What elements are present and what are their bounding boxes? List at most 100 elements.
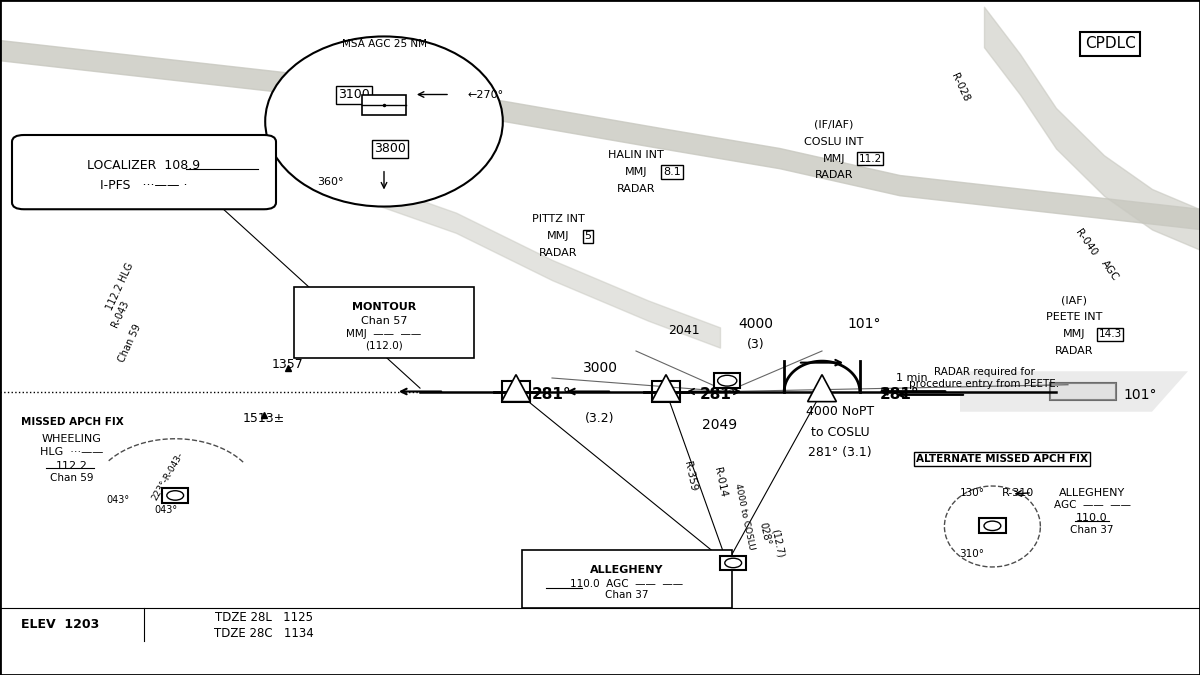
- Text: R-028: R-028: [949, 72, 971, 103]
- Text: MMJ: MMJ: [823, 154, 845, 163]
- Text: Chan 59: Chan 59: [116, 323, 143, 363]
- Circle shape: [984, 521, 1001, 531]
- Polygon shape: [502, 375, 530, 402]
- Text: 281°: 281°: [700, 387, 740, 402]
- Text: TDZE 28C   1134: TDZE 28C 1134: [214, 626, 314, 640]
- FancyBboxPatch shape: [362, 95, 406, 115]
- FancyBboxPatch shape: [714, 373, 740, 388]
- Text: MSA AGC 25 NM: MSA AGC 25 NM: [342, 39, 426, 49]
- Text: 281°: 281°: [532, 387, 572, 402]
- Text: RADAR: RADAR: [815, 171, 853, 180]
- Text: 11.2: 11.2: [858, 154, 882, 163]
- Text: AGC: AGC: [1099, 258, 1121, 282]
- Text: MMJ  ——  ——: MMJ —— ——: [347, 329, 421, 339]
- Text: MISSED APCH FIX: MISSED APCH FIX: [20, 417, 124, 427]
- Text: MONTOUR: MONTOUR: [352, 302, 416, 312]
- Text: 101°: 101°: [1123, 388, 1157, 402]
- FancyBboxPatch shape: [652, 381, 680, 402]
- FancyBboxPatch shape: [162, 488, 188, 503]
- FancyBboxPatch shape: [1050, 383, 1116, 400]
- Text: HALIN INT: HALIN INT: [608, 151, 664, 160]
- Text: CPDLC: CPDLC: [1085, 36, 1135, 51]
- Text: 130°: 130°: [960, 488, 984, 498]
- Text: RADAR: RADAR: [539, 248, 577, 258]
- Text: RADAR: RADAR: [1055, 346, 1093, 356]
- Text: 112.2: 112.2: [56, 461, 88, 470]
- FancyBboxPatch shape: [12, 135, 276, 209]
- Circle shape: [725, 558, 742, 568]
- Text: ALLEGHENY: ALLEGHENY: [589, 566, 664, 575]
- Text: 1 min: 1 min: [896, 373, 928, 383]
- Text: PITTZ INT: PITTZ INT: [532, 215, 584, 224]
- Text: 4000: 4000: [738, 317, 774, 331]
- FancyBboxPatch shape: [720, 556, 746, 570]
- Text: RADAR: RADAR: [617, 184, 655, 194]
- Text: to COSLU: to COSLU: [811, 425, 869, 439]
- Text: 281°: 281°: [880, 387, 920, 402]
- Text: 223°-R-043-: 223°-R-043-: [150, 450, 186, 502]
- Text: 112.2 HLG: 112.2 HLG: [104, 261, 136, 313]
- Text: ALLEGHENY: ALLEGHENY: [1058, 488, 1126, 497]
- Text: WHEELING: WHEELING: [42, 434, 102, 443]
- Text: 2041: 2041: [668, 324, 700, 338]
- Text: MMJ: MMJ: [547, 232, 569, 241]
- Text: R-043: R-043: [109, 299, 131, 329]
- Text: RADAR required for
procedure entry from PEETE.: RADAR required for procedure entry from …: [908, 367, 1060, 389]
- Text: 1357: 1357: [272, 358, 304, 371]
- Text: HLG  ···——: HLG ···——: [41, 448, 103, 457]
- Text: 1513±: 1513±: [242, 412, 286, 425]
- FancyBboxPatch shape: [522, 550, 732, 608]
- Text: 281° (3.1): 281° (3.1): [808, 446, 872, 459]
- Text: Chan 37: Chan 37: [605, 591, 648, 600]
- Text: MMJ: MMJ: [1063, 329, 1085, 339]
- Text: (112.0): (112.0): [365, 341, 403, 350]
- Text: 310°: 310°: [960, 549, 984, 559]
- Text: (3): (3): [748, 338, 764, 351]
- Circle shape: [718, 375, 737, 386]
- Text: 1517: 1517: [308, 338, 340, 351]
- Text: COSLU INT: COSLU INT: [804, 137, 864, 146]
- Text: Chan 59: Chan 59: [50, 473, 94, 483]
- Text: R-040: R-040: [1073, 227, 1099, 259]
- FancyBboxPatch shape: [294, 287, 474, 358]
- Text: 4000 NoPT: 4000 NoPT: [806, 405, 874, 418]
- Ellipse shape: [265, 36, 503, 207]
- Text: 043°: 043°: [154, 505, 178, 514]
- Text: 3000: 3000: [582, 361, 618, 375]
- Text: MMJ: MMJ: [625, 167, 647, 177]
- Text: ALTERNATE MISSED APCH FIX: ALTERNATE MISSED APCH FIX: [916, 454, 1088, 464]
- Text: R-310: R-310: [1002, 488, 1034, 497]
- Text: ←270°: ←270°: [468, 90, 504, 99]
- Text: 043°: 043°: [106, 495, 130, 505]
- Text: LOCALIZER  108.9: LOCALIZER 108.9: [88, 159, 200, 172]
- Text: 3800: 3800: [374, 142, 406, 155]
- Text: R-359: R-359: [682, 460, 698, 492]
- FancyBboxPatch shape: [1050, 383, 1116, 400]
- Text: Chan 57: Chan 57: [361, 316, 407, 325]
- Text: (12.7): (12.7): [769, 528, 786, 559]
- Text: 8.1: 8.1: [664, 167, 680, 177]
- Text: TDZE 28L   1125: TDZE 28L 1125: [215, 611, 313, 624]
- Circle shape: [167, 491, 184, 500]
- FancyBboxPatch shape: [979, 518, 1006, 533]
- Text: 4000 to COSLU: 4000 to COSLU: [732, 483, 756, 550]
- Text: 5: 5: [584, 232, 592, 241]
- Text: 3100: 3100: [338, 88, 370, 101]
- Polygon shape: [960, 371, 1188, 412]
- Polygon shape: [652, 375, 680, 402]
- Polygon shape: [808, 375, 836, 402]
- Text: ELEV  1203: ELEV 1203: [20, 618, 100, 631]
- Text: 028°: 028°: [757, 521, 772, 545]
- Text: 110.0  AGC  ——  ——: 110.0 AGC —— ——: [570, 579, 683, 589]
- Text: 101°: 101°: [847, 317, 881, 331]
- Text: 14.3: 14.3: [1098, 329, 1122, 339]
- Text: 2049: 2049: [702, 418, 738, 432]
- Text: R-014: R-014: [712, 467, 728, 498]
- Text: 110.0: 110.0: [1076, 513, 1108, 522]
- Text: (IAF): (IAF): [1061, 296, 1087, 305]
- Text: (3.2): (3.2): [586, 412, 614, 425]
- Text: AGC  ——  ——: AGC —— ——: [1054, 500, 1130, 510]
- Text: 360°: 360°: [317, 178, 343, 187]
- Text: Chan 37: Chan 37: [1070, 525, 1114, 535]
- Text: PEETE INT: PEETE INT: [1046, 313, 1102, 322]
